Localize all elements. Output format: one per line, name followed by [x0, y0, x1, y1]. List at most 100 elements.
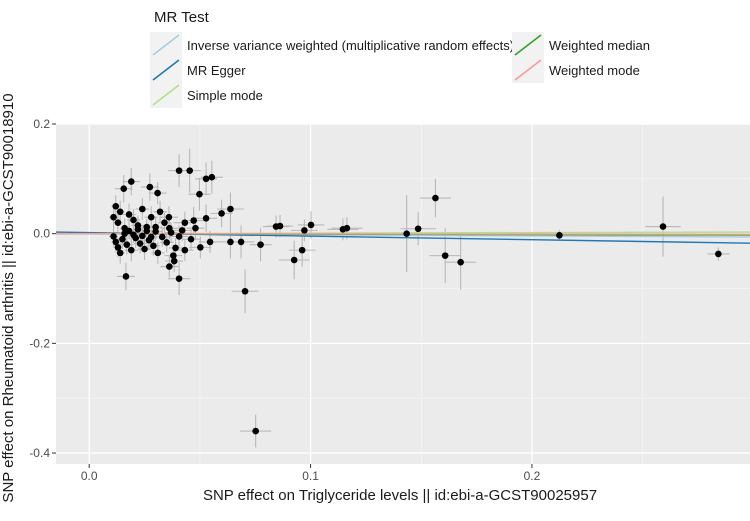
x-tick-label: 0.2 [524, 469, 541, 483]
snp-point [298, 246, 306, 254]
legend-swatch-line [514, 59, 542, 81]
legend-key-mr-egger: MR Egger [150, 57, 246, 83]
y-tick-label: 0.0 [33, 227, 50, 241]
snp-point [112, 238, 120, 246]
snp-point [170, 257, 178, 265]
snp-point [110, 233, 117, 240]
snp-point [170, 252, 177, 259]
snp-point [150, 242, 157, 250]
legend-swatch-line [514, 34, 542, 56]
snp-point [715, 250, 722, 258]
snp-point [154, 189, 161, 197]
snp-point [227, 205, 234, 213]
snp-point [276, 222, 284, 230]
snp-point [192, 224, 199, 232]
snp-point [127, 246, 135, 254]
snp-point [119, 235, 126, 243]
legend-key-weighted-mode: Weighted mode [512, 57, 640, 83]
plot-panel [56, 124, 750, 464]
snp-point [403, 230, 410, 237]
snp-point [125, 227, 133, 235]
y-axis-title: SNP effect on Rheumatoid arthritis || id… [0, 93, 17, 502]
snp-point [114, 219, 122, 227]
y-tick-label: 0.2 [33, 117, 50, 131]
snp-point [161, 219, 168, 227]
snp-point [197, 244, 204, 251]
y-tick-label: -0.2 [29, 336, 50, 350]
snp-point [147, 213, 155, 221]
snp-point [196, 190, 203, 198]
snp-point [136, 240, 144, 247]
snp-point [130, 231, 137, 239]
snp-point [252, 427, 259, 435]
snp-point [120, 185, 128, 193]
snp-point [116, 249, 124, 257]
snp-point [556, 232, 563, 239]
snp-point [112, 202, 120, 210]
snp-point [208, 173, 216, 181]
snp-point [152, 228, 159, 235]
x-axis-title: SNP effect on Triglyceride levels || id:… [203, 487, 597, 504]
snp-point [134, 225, 142, 233]
legend-label: Inverse variance weighted (multiplicativ… [187, 38, 514, 53]
y-tick-label: -0.4 [29, 446, 50, 460]
snp-point [158, 233, 166, 241]
snp-point [441, 252, 449, 259]
snp-point [432, 194, 439, 202]
snp-point [186, 167, 194, 174]
legend-label: Weighted mode [549, 63, 640, 78]
snp-point [139, 205, 146, 213]
snp-point [110, 213, 117, 221]
snp-point [154, 249, 162, 257]
snp-point [190, 217, 197, 224]
snp-point [166, 263, 173, 270]
snp-point [127, 178, 135, 185]
legend-key-weighted-median: Weighted median [512, 32, 650, 58]
snp-point [172, 244, 179, 252]
legend: MR Test Inverse variance weighted (multi… [150, 9, 650, 108]
x-tick-label: 0.0 [81, 469, 98, 483]
legend-label: Simple mode [187, 88, 263, 103]
snp-point [147, 233, 155, 241]
snp-point [156, 208, 164, 216]
snp-point [165, 213, 173, 221]
snp-point [301, 227, 308, 234]
snp-points [110, 167, 722, 435]
snp-point [414, 225, 422, 233]
snp-point [116, 208, 124, 216]
snp-point [175, 167, 183, 174]
legend-title: MR Test [154, 9, 210, 26]
snp-point [457, 258, 464, 266]
legend-key-ivw: Inverse variance weighted (multiplicativ… [150, 32, 514, 58]
snp-point [143, 223, 151, 231]
snp-point [307, 221, 315, 229]
snp-point [202, 175, 210, 183]
snp-point [343, 224, 351, 232]
snp-point [146, 183, 154, 191]
snp-point [218, 210, 225, 217]
snp-point [114, 244, 122, 251]
snp-point [167, 229, 175, 236]
legend-key-simple-mode: Simple mode [150, 82, 263, 108]
snp-point [206, 238, 214, 246]
legend-label: Weighted median [549, 38, 650, 53]
x-tick-label: 0.1 [302, 469, 319, 483]
snp-point [123, 241, 131, 248]
snp-point [181, 219, 189, 227]
snp-point [175, 275, 183, 282]
snp-point [175, 233, 183, 240]
snp-point [290, 256, 298, 264]
snp-point [237, 238, 245, 246]
mr-line-weighted-mode [55, 232, 750, 235]
snp-point [122, 273, 130, 280]
snp-point [181, 246, 189, 254]
snp-point [178, 227, 186, 234]
snp-point [139, 232, 146, 240]
legend-swatch-line [152, 84, 180, 106]
snp-point [141, 245, 148, 253]
snp-point [241, 287, 249, 295]
snp-point [187, 235, 195, 243]
snp-point [202, 215, 210, 222]
legend-swatch-line [152, 34, 180, 56]
